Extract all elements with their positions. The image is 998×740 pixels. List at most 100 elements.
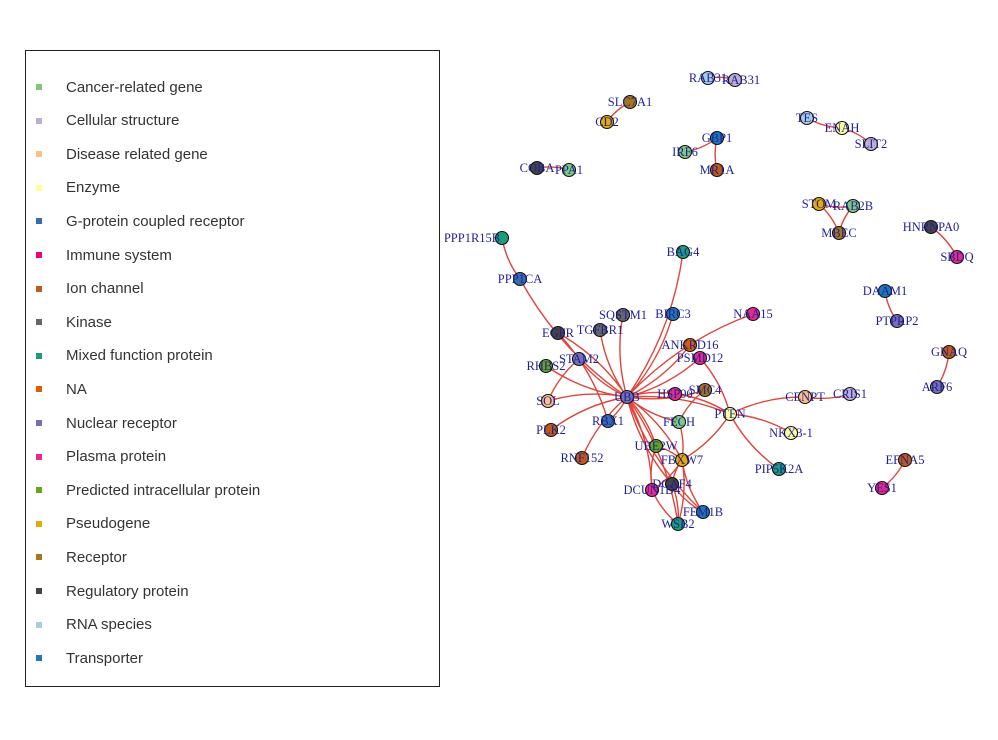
- node-label: FECH: [663, 415, 695, 429]
- legend-label: RNA species: [66, 616, 152, 634]
- node-label: PIP5K2A: [755, 462, 804, 476]
- network-node: [671, 414, 687, 430]
- network-node: [797, 389, 813, 405]
- network-edge: [547, 393, 628, 402]
- node-label: EFNA5: [886, 453, 925, 467]
- legend-label: Receptor: [66, 548, 127, 566]
- network-node: [592, 322, 608, 338]
- network-node: [811, 196, 827, 212]
- network-node: [538, 358, 554, 374]
- legend-item: Cancer-related gene: [26, 75, 203, 99]
- network-edge: [626, 344, 691, 398]
- network-node: [709, 130, 725, 146]
- node-label: SLC7A1: [608, 95, 652, 109]
- node-label: MR1A: [700, 163, 735, 177]
- legend-label: Plasma protein: [66, 448, 167, 466]
- network-edge: [626, 396, 704, 513]
- network-node: [897, 452, 913, 468]
- legend-label: Pseudogene: [66, 515, 151, 533]
- legend-swatch: [36, 285, 42, 292]
- legend-item: G-protein coupled receptor: [26, 209, 244, 233]
- node-label: FEM1B: [683, 505, 723, 519]
- network-edge: [626, 396, 673, 485]
- legend-item: Disease related gene: [26, 142, 208, 166]
- node-label: PPP1R15B: [445, 231, 500, 245]
- legend-swatch: [36, 151, 42, 158]
- legend-swatch: [36, 386, 42, 393]
- legend-label: Regulatory protein: [66, 582, 189, 600]
- network-node: [697, 382, 713, 398]
- legend-swatch: [36, 520, 42, 527]
- node-label: RNF152: [560, 451, 603, 465]
- network-node: [727, 72, 743, 88]
- network-edge: [626, 251, 684, 398]
- network-node: [648, 438, 664, 454]
- node-label: EGFR: [542, 326, 575, 340]
- network-node: [600, 413, 616, 429]
- node-label: STOM: [802, 197, 837, 211]
- network-node: [941, 344, 957, 360]
- network-node: [874, 480, 890, 496]
- legend-label: Ion channel: [66, 280, 144, 298]
- node-label: ENAH: [825, 121, 860, 135]
- network-node: [664, 476, 680, 492]
- network-edge: [626, 313, 674, 398]
- legend-swatch: [36, 184, 42, 191]
- network-node: [674, 452, 690, 468]
- legend-item: Kinase: [26, 310, 112, 334]
- network-node: [494, 230, 510, 246]
- node-label: PPA1: [555, 163, 583, 177]
- node-label: PPP1CA: [498, 272, 542, 286]
- legend-label: Immune system: [66, 246, 172, 264]
- network-edge: [581, 396, 628, 459]
- network-node: [834, 120, 850, 136]
- network-node: [929, 379, 945, 395]
- node-label: RBX1: [592, 414, 624, 428]
- legend-label: NA: [66, 380, 87, 398]
- node-label: GBP1: [702, 131, 733, 145]
- node-label: PLK2: [536, 423, 566, 437]
- node-label: CENPT: [785, 390, 825, 404]
- network-edge: [626, 396, 679, 525]
- legend-item: RNA species: [26, 613, 152, 637]
- network-node: [842, 386, 858, 402]
- node-label: HNRNPA0: [903, 220, 960, 234]
- legend-label: Transporter: [66, 649, 143, 667]
- node-label: IRF6: [672, 145, 698, 159]
- network-edge: [550, 396, 628, 431]
- legend-swatch: [36, 655, 42, 662]
- node-label: UBB: [614, 390, 640, 404]
- network-edge: [519, 278, 628, 398]
- node-label: SLIT2: [855, 137, 888, 151]
- legend-box: Cancer-related gene Cellular structure Dis…: [25, 50, 440, 687]
- node-label: CRIS1: [833, 387, 867, 401]
- legend-swatch: [36, 218, 42, 225]
- legend-label: Cellular structure: [66, 112, 180, 130]
- node-label: TGFBR1: [577, 323, 624, 337]
- network-node: [550, 325, 566, 341]
- network-nodes: [494, 70, 965, 532]
- node-label: RAB31: [722, 73, 760, 87]
- network-node: [722, 406, 738, 422]
- legend-label: Mixed function protein: [66, 347, 213, 365]
- legend-item: Transporter: [26, 646, 143, 670]
- node-label: CD2: [595, 115, 619, 129]
- node-label: ARF6: [922, 380, 953, 394]
- legend-item: Immune system: [26, 243, 172, 267]
- legend-swatch: [36, 487, 42, 494]
- network-node: [949, 249, 965, 265]
- network-node: [863, 136, 879, 152]
- node-label: HSP90: [657, 387, 692, 401]
- network-node: [692, 350, 708, 366]
- network-edge: [626, 396, 683, 461]
- legend-item: NA: [26, 377, 87, 401]
- legend-label: Cancer-related gene: [66, 78, 203, 96]
- legend-item: Predicted intracellular protein: [26, 478, 260, 502]
- node-label: PTEN: [714, 407, 745, 421]
- legend-item: Nuclear receptor: [26, 411, 177, 435]
- node-label: NKX3-1: [769, 426, 813, 440]
- node-label: PTPRP2: [875, 314, 918, 328]
- node-label: DAAM1: [863, 284, 907, 298]
- legend-swatch: [36, 117, 42, 124]
